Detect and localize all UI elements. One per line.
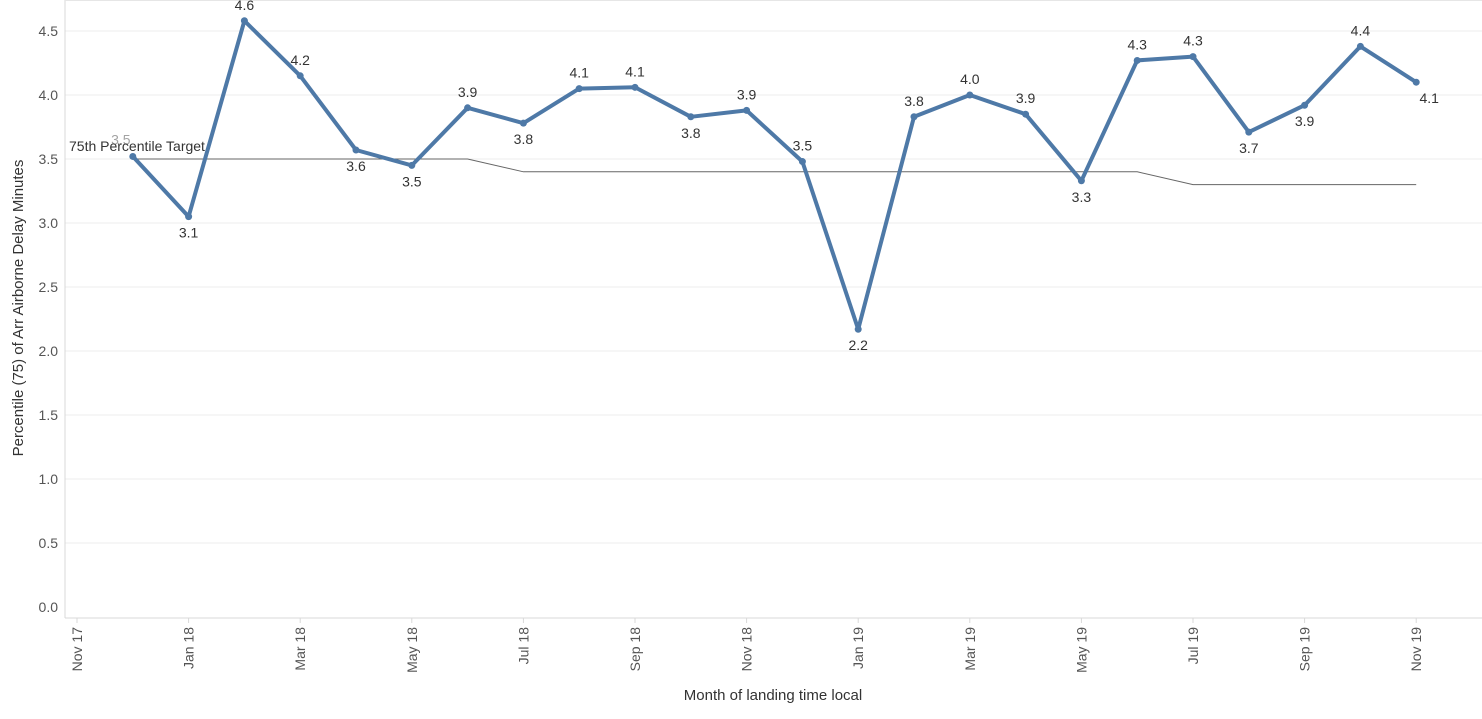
data-point bbox=[687, 113, 695, 121]
data-point bbox=[464, 104, 472, 112]
data-point bbox=[798, 158, 806, 166]
data-label: 3.8 bbox=[514, 131, 534, 147]
data-point bbox=[1077, 177, 1085, 185]
x-tick-label: May 19 bbox=[1073, 627, 1089, 673]
data-label: 4.2 bbox=[290, 52, 310, 68]
y-tick-label: 4.0 bbox=[39, 87, 59, 103]
data-label: 3.5 bbox=[402, 173, 422, 189]
x-axis-title: Month of landing time local bbox=[684, 687, 862, 704]
y-tick-label: 1.0 bbox=[39, 471, 59, 487]
y-tick-label: 2.5 bbox=[39, 279, 59, 295]
y-axis-title: Percentile (75) of Arr Airborne Delay Mi… bbox=[10, 160, 27, 457]
data-label: 4.3 bbox=[1127, 36, 1147, 52]
data-label: 3.9 bbox=[1016, 90, 1036, 106]
x-tick-label: Jan 18 bbox=[181, 627, 197, 669]
data-point bbox=[352, 146, 360, 154]
data-point bbox=[1356, 42, 1364, 50]
data-labels: 3.5 3.1 4.6 4.2 3.6 3.5 3.9 3.8 4.1 4.1 3.8 3.9 3.5 2… bbox=[111, 0, 1439, 353]
data-label: 3.5 bbox=[793, 138, 813, 154]
data-label: 4.3 bbox=[1183, 33, 1203, 49]
data-point bbox=[1301, 101, 1309, 109]
data-label: 4.6 bbox=[235, 0, 255, 13]
x-tick-label: Sep 19 bbox=[1297, 627, 1313, 672]
y-tick-label: 3.5 bbox=[39, 151, 59, 167]
data-label: 3.3 bbox=[1072, 189, 1092, 205]
data-label: 3.9 bbox=[1295, 113, 1315, 129]
data-label: 3.9 bbox=[737, 86, 757, 102]
data-label: 4.0 bbox=[960, 71, 980, 87]
data-point bbox=[185, 213, 193, 221]
data-point bbox=[519, 119, 527, 127]
series-line bbox=[130, 18, 1419, 332]
y-tick-label: 3.0 bbox=[39, 215, 59, 231]
y-tick-label: 0.0 bbox=[39, 599, 59, 615]
data-point bbox=[1133, 56, 1141, 64]
data-label: 4.1 bbox=[569, 65, 589, 81]
data-point bbox=[296, 72, 304, 80]
data-point bbox=[1412, 78, 1420, 86]
data-point bbox=[854, 325, 862, 333]
target-line bbox=[132, 158, 1417, 186]
data-label: 3.6 bbox=[346, 158, 366, 174]
x-tick-label: Jul 19 bbox=[1185, 627, 1201, 665]
target-line-label: 75th Percentile Target bbox=[69, 138, 205, 154]
series-group bbox=[129, 17, 1420, 333]
data-label: 4.1 bbox=[1419, 90, 1439, 106]
y-tick-label: 0.5 bbox=[39, 535, 59, 551]
data-point bbox=[743, 106, 751, 114]
data-label: 3.8 bbox=[904, 93, 924, 109]
data-point bbox=[1189, 53, 1197, 61]
axes: 0.0 0.5 1.0 1.5 2.0 2.5 3.0 3.5 4.0 4.5 Nov 17 Jan … bbox=[39, 0, 1482, 673]
data-label: 3.1 bbox=[179, 225, 199, 241]
y-tick-label: 2.0 bbox=[39, 343, 59, 359]
data-label: 3.9 bbox=[458, 84, 478, 100]
x-tick-label: Nov 19 bbox=[1408, 627, 1424, 672]
x-tick-label: Mar 18 bbox=[292, 627, 308, 671]
x-tick-label: Nov 17 bbox=[69, 627, 85, 672]
data-label: 2.2 bbox=[848, 337, 868, 353]
data-label: 3.5 bbox=[111, 131, 131, 147]
x-tick-label: Nov 18 bbox=[739, 627, 755, 672]
x-tick-label: Jan 19 bbox=[850, 627, 866, 669]
x-tick-label: Jul 18 bbox=[515, 627, 531, 665]
data-label: 3.8 bbox=[681, 125, 701, 141]
data-point bbox=[129, 152, 137, 160]
data-label: 3.7 bbox=[1239, 140, 1259, 156]
data-point bbox=[1245, 128, 1253, 136]
y-tick-label: 1.5 bbox=[39, 407, 59, 423]
data-point bbox=[1022, 110, 1030, 118]
data-point bbox=[240, 17, 248, 25]
x-tick-label: Mar 19 bbox=[962, 627, 978, 671]
data-point bbox=[575, 85, 583, 93]
data-label: 4.4 bbox=[1351, 22, 1371, 38]
x-tick-label: May 18 bbox=[404, 627, 420, 673]
data-point bbox=[966, 91, 974, 99]
x-tick-label: Sep 18 bbox=[627, 627, 643, 672]
data-point bbox=[408, 161, 416, 169]
data-label: 4.1 bbox=[625, 63, 645, 79]
data-point bbox=[910, 113, 918, 121]
gridlines bbox=[65, 30, 1482, 544]
y-tick-label: 4.5 bbox=[39, 23, 59, 39]
data-point bbox=[631, 83, 639, 91]
reference-line-group: 75th Percentile Target bbox=[69, 138, 1417, 186]
